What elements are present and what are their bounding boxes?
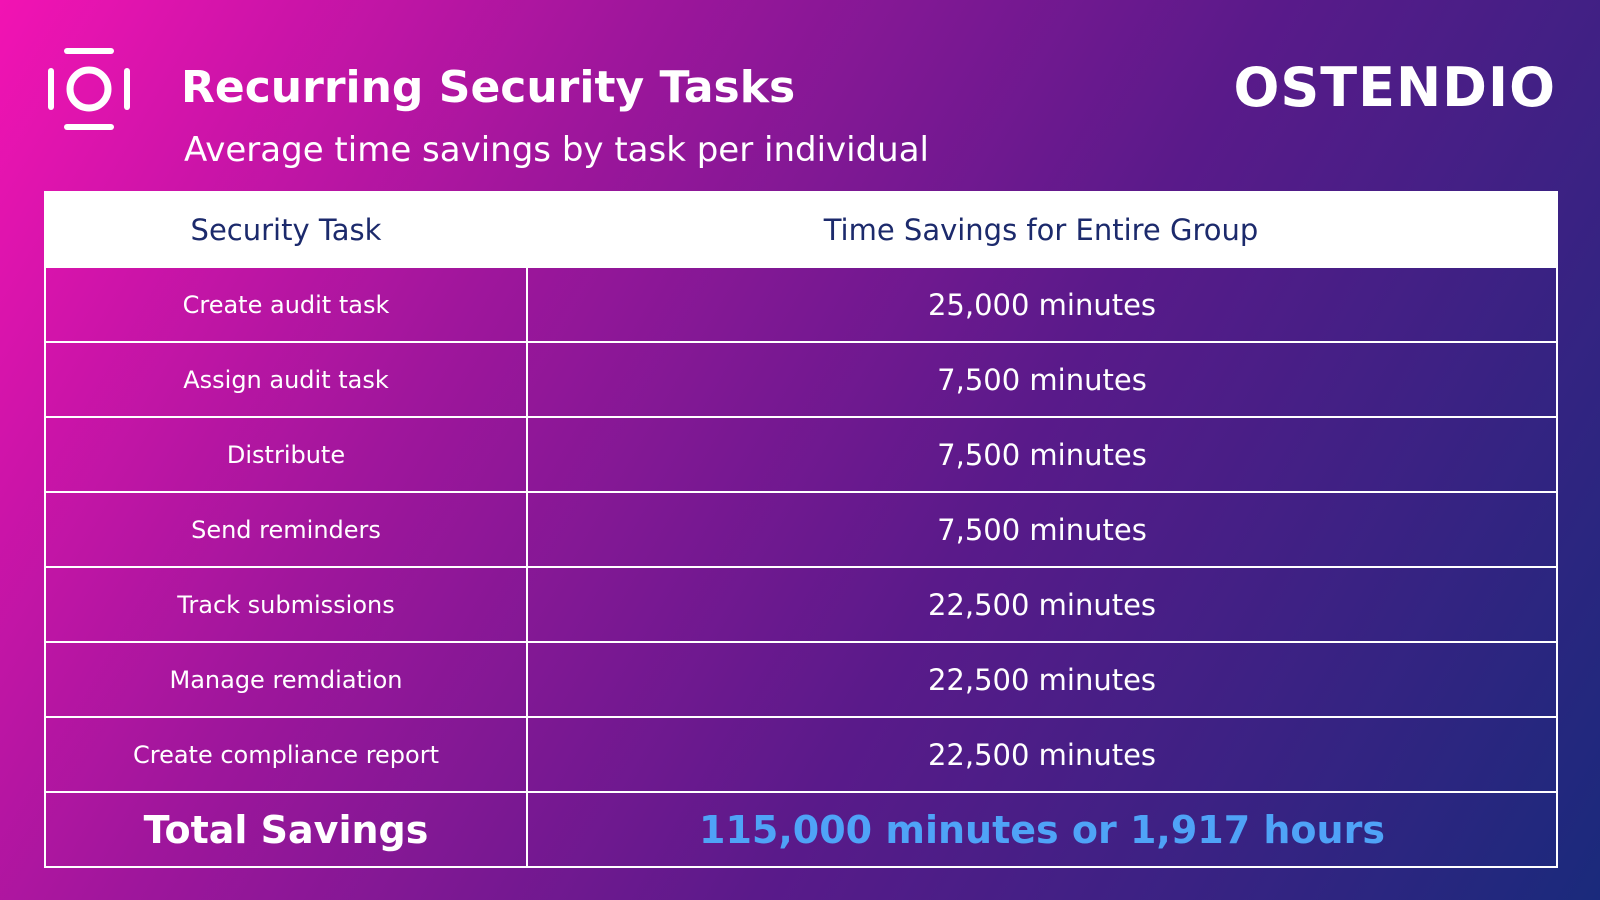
header-row: Security Task Time Savings for Entire Gro… [44,191,1558,268]
table: Security Task Time Savings for Entire Gro… [44,191,1558,868]
cell: Total Savings [46,793,528,866]
logo-icon [48,48,130,130]
cell: 7,500 minutes [937,362,1147,397]
cell: Track submissions [46,568,528,641]
cell: 22,500 minutes [927,662,1157,697]
cell: 22,500 minutes [927,587,1157,622]
cell: Send reminders [46,493,528,566]
cell: Distribute [46,418,528,491]
cell: 7,500 minutes [937,512,1147,547]
table-row: Create compliance report 22,500 minutes [44,718,1558,793]
table-row: Distribute 7,500 minutes [44,418,1558,493]
table-row: Send reminders 7,500 minutes [44,493,1558,568]
cell: Create compliance report [46,718,528,791]
cell: 22,500 minutes [927,737,1157,772]
total-row: Total Savings 115,000 minutes or 1,917 ho… [44,793,1558,868]
cell: 115,000 minutes or 1,917 hours [699,807,1385,852]
subtitle: Average time savings by task per individ… [184,130,929,170]
cell: Security Task [190,212,382,247]
cell: Create audit task [46,268,528,341]
cell: 7,500 minutes [937,437,1147,472]
cell: Assign audit task [46,343,528,416]
table-row: Manage remdiation 22,500 minutes [44,643,1558,718]
brand-logo: OSTENDIO [1233,56,1556,119]
cell: Time Savings for Entire Group [823,212,1259,247]
table-row: Create audit task 25,000 minutes [44,268,1558,343]
table-row: Track submissions 22,500 minutes [44,568,1558,643]
title: Recurring Security Tasks [181,62,796,113]
cell: Manage remdiation [46,643,528,716]
cell: 25,000 minutes [927,287,1157,322]
table-row: Assign audit task 7,500 minutes [44,343,1558,418]
